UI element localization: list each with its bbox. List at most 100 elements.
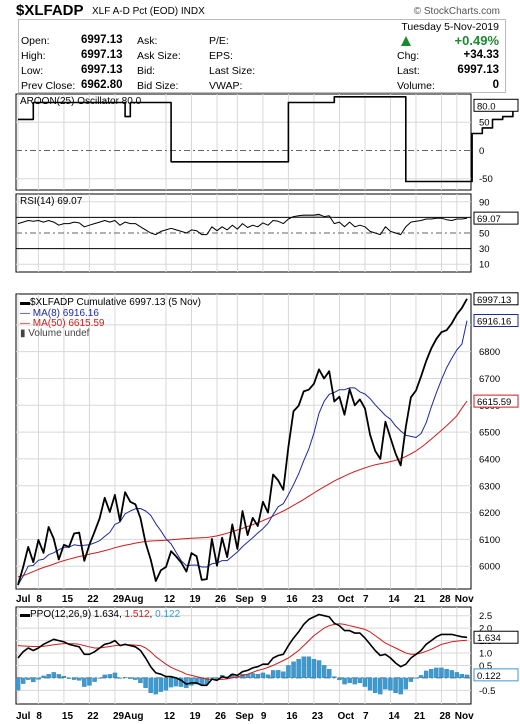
pe-label: P/E: xyxy=(209,35,229,47)
ppo-hist-bar-67 xyxy=(357,677,363,684)
ppo-hist-bar-28 xyxy=(158,677,164,692)
price-tick-7: 6100 xyxy=(479,535,500,546)
rsi-tick-0: 90 xyxy=(479,197,490,208)
ppo-label-hist: 0.122 xyxy=(155,609,180,620)
ppo-hist-bar-11 xyxy=(71,677,77,680)
ppo-hist-bar-56 xyxy=(301,656,306,678)
ppo-x-tick-13: 7 xyxy=(363,711,369,722)
open-value: 6997.13 xyxy=(81,34,123,46)
ppo-hist-bar-53 xyxy=(286,665,291,678)
chg-label: Chg: xyxy=(397,50,420,62)
bid-label: Bid: xyxy=(137,65,156,77)
ppo-x-tick-16: 28 xyxy=(439,711,451,722)
aroon-tick-0: 50 xyxy=(479,118,490,129)
ppo-x-tick-0: Jul xyxy=(16,711,31,722)
price-x-tick-13: 7 xyxy=(363,594,369,605)
ppo-x-tick-17: Nov xyxy=(455,711,474,722)
prev-close-label: Prev Close: xyxy=(21,80,76,92)
ppo-hist-bar-24 xyxy=(138,677,143,684)
ppo-hist-bar-65 xyxy=(347,677,352,684)
ppo-tick-3: 1.0 xyxy=(479,649,492,660)
ppo-hist-bar-74 xyxy=(393,677,398,693)
price-tick-6: 6200 xyxy=(479,508,500,519)
price-tick-4: 6400 xyxy=(479,454,500,465)
ppo-x-tick-15: 21 xyxy=(414,711,426,722)
prev-close-value: 6962.80 xyxy=(81,79,123,91)
rsi-tick-2: 50 xyxy=(479,229,490,240)
price-x-tick-9: 9 xyxy=(261,594,267,605)
ppo-hist-bar-85 xyxy=(449,670,454,679)
ma50-line xyxy=(17,400,468,578)
ppo-hist-bar-47 xyxy=(255,674,261,679)
ticker-symbol: $XLFADP xyxy=(16,2,84,19)
last-label: Last: xyxy=(397,65,420,77)
ppo-hist-bar-60 xyxy=(321,665,327,678)
chg-value: +34.33 xyxy=(463,49,500,61)
ppo-hist-bar-6 xyxy=(46,674,51,679)
ppo-hist-bar-12 xyxy=(77,677,82,681)
ppo-hist-bar-64 xyxy=(342,677,347,685)
ppo-line xyxy=(17,613,468,687)
ppo-hist-bar-35 xyxy=(194,677,199,685)
ppo-x-tick-2: 15 xyxy=(62,711,74,722)
ticker-subtitle: XLF A-D Pct (EOD) INDX xyxy=(92,6,205,17)
ppo-x-tick-4: 29Aug xyxy=(113,711,144,722)
ppo-hist-bar-20 xyxy=(117,677,123,679)
ppo-hist-bar-58 xyxy=(311,659,317,679)
ask-size-label: Ask Size: xyxy=(137,50,181,62)
ppo-hist-bar-37 xyxy=(204,677,209,685)
ppo-signal-line xyxy=(17,623,468,681)
ppo-hist-bar-63 xyxy=(337,677,342,681)
ppo-x-tick-6: 19 xyxy=(189,711,201,722)
ppo-hist-bar-73 xyxy=(388,677,393,691)
ppo-hist-bar-75 xyxy=(398,677,403,695)
quote-table: Tuesday 5-Nov-2019 +0.49% Open: 6997.13 … xyxy=(18,19,506,93)
quote-date: Tuesday 5-Nov-2019 xyxy=(401,21,499,33)
price-x-tick-3: 22 xyxy=(87,594,99,605)
price-x-tick-14: 14 xyxy=(388,594,400,605)
ppo-hist-bar-10 xyxy=(66,677,72,679)
high-label: High: xyxy=(21,50,46,62)
price-label: ▬$XLFADP Cumulative 6997.13 (5 Nov) xyxy=(20,297,201,308)
stockcharts-credit[interactable]: © StockCharts.com xyxy=(413,6,500,17)
ppo-hist-bar-86 xyxy=(454,672,460,679)
ma50-current-tag-box xyxy=(473,394,519,408)
ppo-hist-bar-16 xyxy=(97,677,102,679)
ppo-hist-bar-9 xyxy=(61,675,67,678)
aroon-current-tag-box xyxy=(473,98,519,112)
rsi-line xyxy=(17,213,468,236)
ppo-hist-bar-15 xyxy=(92,677,97,682)
price-x-tick-0: Jul xyxy=(16,594,31,605)
ppo-hist-bar-52 xyxy=(281,671,286,679)
volume-label: Volume: xyxy=(397,80,435,92)
ppo-hist-bar-0 xyxy=(15,677,21,691)
ppo-x-tick-11: 23 xyxy=(312,711,324,722)
ppo-hist-bar-3 xyxy=(31,677,36,683)
price-tick-1: 6700 xyxy=(479,374,500,385)
ppo-hist-bar-48 xyxy=(260,672,266,679)
price-x-tick-17: Nov xyxy=(455,594,474,605)
low-label: Low: xyxy=(21,65,44,77)
ppo-hist-bar-83 xyxy=(439,667,444,678)
ppo-hist-bar-17 xyxy=(102,674,107,679)
ppo-x-tick-10: 16 xyxy=(286,711,298,722)
ppo-x-tick-9: 9 xyxy=(261,711,267,722)
aroon-line xyxy=(18,96,514,183)
ppo-hist-bar-70 xyxy=(372,677,378,693)
price-x-tick-10: 16 xyxy=(286,594,298,605)
ppo-hist-bar-21 xyxy=(122,677,128,679)
volume-undef-label: ▮ Volume undef xyxy=(20,328,90,339)
ppo-x-tick-1: 8 xyxy=(36,711,42,722)
price-x-tick-16: 28 xyxy=(439,594,451,605)
change-percent: +0.49% xyxy=(454,33,499,48)
ppo-hist-bar-30 xyxy=(168,677,174,688)
ppo-current-tag: 1.634 xyxy=(477,633,501,644)
aroon-tick-1: 0 xyxy=(479,146,484,157)
ppo-hist-bar-61 xyxy=(327,669,332,679)
ppo-hist-bar-19 xyxy=(112,672,118,679)
ppo-hist-bar-76 xyxy=(403,677,408,690)
ppo-label: ▬PPO(12,26,9) 1.634, 1.512, 0.122 xyxy=(20,609,181,620)
price-tick-5: 6300 xyxy=(479,481,500,492)
ppo-tick-1: 2.0 xyxy=(479,624,492,635)
ppo-hist-bar-71 xyxy=(378,677,383,695)
